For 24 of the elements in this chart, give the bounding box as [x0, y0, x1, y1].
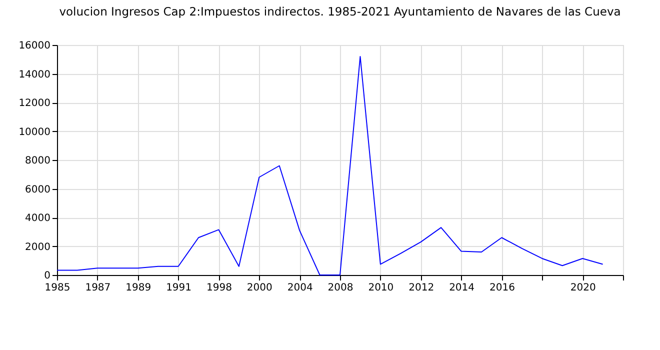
y-tick-label: 16000	[18, 40, 50, 52]
x-tick-label: 2012	[408, 282, 434, 294]
x-tick-label: 2016	[489, 282, 515, 294]
y-tick-label: 8000	[25, 156, 50, 166]
x-tick-label: 2004	[287, 282, 313, 294]
y-tick-label: 2000	[25, 242, 50, 253]
x-tick-label: 2014	[449, 282, 475, 294]
chart-title: volucion Ingresos Cap 2:Impuestos indirectos. 1985-2021 Ayuntamiento de Navares de las Cueva	[59, 4, 621, 18]
x-tick-label: 2008	[328, 282, 354, 294]
line-series	[56, 56, 604, 276]
y-tick-label: 4000	[25, 213, 50, 224]
x-tick-label: 1985	[44, 282, 70, 294]
x-tick-label: 1991	[166, 282, 192, 294]
y-tick-label: 14000	[18, 69, 50, 80]
x-tick-label: 1987	[85, 282, 111, 294]
x-tick-label: 1998	[206, 282, 232, 294]
x-tick-label: 1989	[126, 282, 152, 294]
y-tick-label: 0	[44, 270, 50, 282]
y-tick-label: 10000	[18, 126, 50, 138]
y-tick-label: 12000	[18, 98, 50, 109]
x-tick-label: 2020	[570, 282, 596, 294]
x-tick-label: 2010	[368, 282, 394, 294]
y-tick-label: 6000	[25, 184, 50, 196]
x-tick-label: 2000	[246, 282, 272, 294]
